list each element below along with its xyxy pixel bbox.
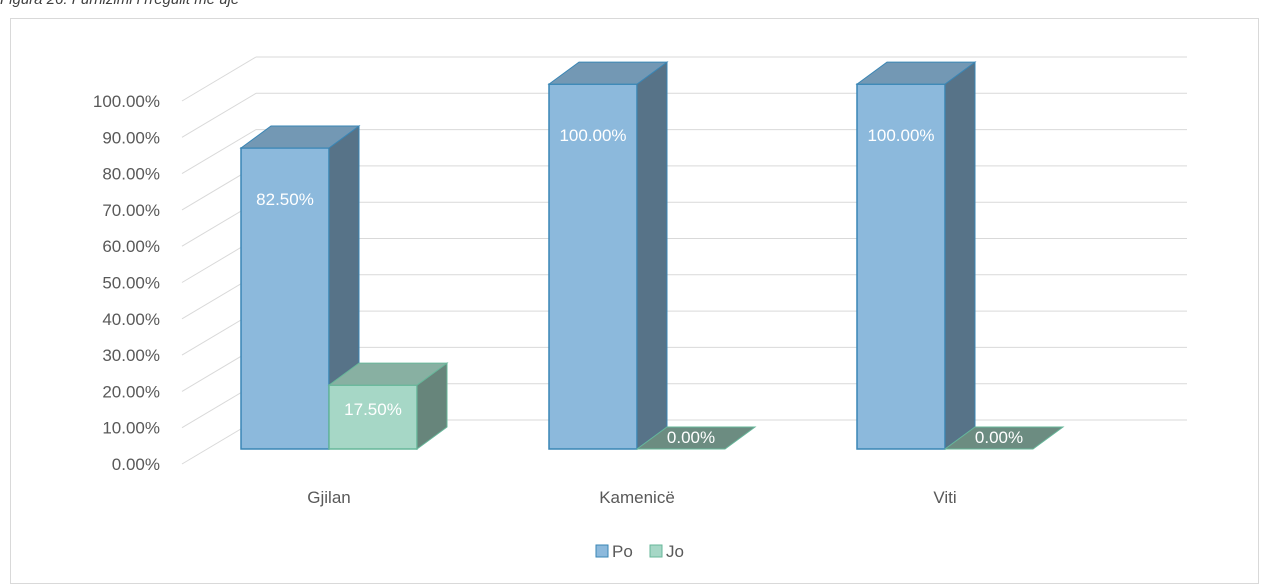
side-gridline	[181, 129, 257, 175]
bar-jo	[635, 426, 757, 450]
y-tick-label: 50.00%	[102, 274, 160, 293]
y-tick-label: 30.00%	[102, 346, 160, 365]
legend-label: Po	[612, 542, 633, 561]
legend-swatch	[595, 544, 609, 558]
data-label: 17.50%	[344, 400, 402, 419]
figure-caption: Figura 26: Furnizimi i rregullt me ujë	[0, 0, 239, 8]
bar-top	[547, 61, 669, 85]
side-gridline	[181, 56, 257, 102]
data-label: 100.00%	[559, 126, 626, 145]
data-label: 0.00%	[975, 428, 1023, 447]
x-category-label: Viti	[933, 488, 956, 507]
x-category-label: Gjilan	[307, 488, 350, 507]
bar-po	[856, 83, 946, 450]
bar-top	[239, 125, 361, 149]
bar-po	[240, 147, 330, 450]
y-tick-label: 20.00%	[102, 382, 160, 401]
x-category-label: Kamenicë	[599, 488, 675, 507]
y-tick-label: 10.00%	[102, 419, 160, 438]
bar-top	[327, 362, 449, 386]
side-gridline	[181, 92, 257, 138]
y-tick-label: 90.00%	[102, 128, 160, 147]
data-label: 100.00%	[867, 126, 934, 145]
bar-top	[855, 61, 977, 85]
y-tick-label: 0.00%	[112, 455, 160, 474]
bar-side	[636, 61, 668, 450]
legend-swatch	[649, 544, 663, 558]
y-tick-label: 80.00%	[102, 165, 160, 184]
legend-label: Jo	[666, 542, 684, 561]
y-tick-label: 70.00%	[102, 201, 160, 220]
data-label: 82.50%	[256, 190, 314, 209]
y-tick-label: 60.00%	[102, 237, 160, 256]
data-label: 0.00%	[667, 428, 715, 447]
bar-po	[548, 83, 638, 450]
y-tick-label: 40.00%	[102, 310, 160, 329]
bar-side	[944, 61, 976, 450]
bar-jo	[943, 426, 1065, 450]
y-tick-label: 100.00%	[93, 92, 160, 111]
